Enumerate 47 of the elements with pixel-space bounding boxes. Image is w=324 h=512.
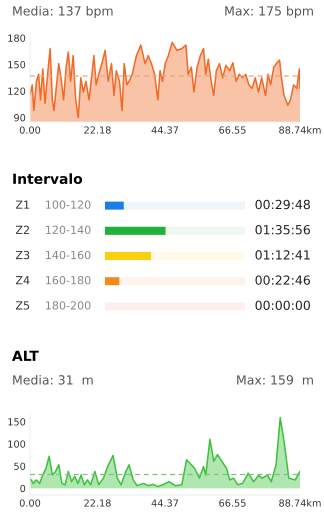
x-tick-label: 66.55 <box>219 126 246 134</box>
bar <box>105 202 124 210</box>
bar <box>124 202 245 210</box>
y-tick-label: Z4 <box>16 276 30 284</box>
y2-tick-label: 160-180 <box>46 276 90 284</box>
bar <box>166 226 245 235</box>
x-tick-label: 22.18 <box>84 499 111 507</box>
data-label: 00:22:46 <box>255 275 310 285</box>
x-tick-label: 44.37 <box>152 126 178 134</box>
bar <box>151 252 245 260</box>
y-tick-label: 100 <box>8 440 26 448</box>
y-tick-label: 150 <box>8 418 26 426</box>
y2-tick-label: 140-160 <box>46 250 90 260</box>
bar <box>105 226 166 235</box>
y-tick-label: Z5 <box>16 301 30 310</box>
chart-title: Intervalo <box>13 173 82 184</box>
text: Media: 31 m <box>13 374 93 385</box>
y-tick-label: Z3 <box>16 250 30 260</box>
x-tick-label: 22.18 <box>84 126 111 134</box>
y2-tick-label: 100-120 <box>46 200 90 209</box>
x-tick-label: 0.00 <box>20 126 40 134</box>
y-tick-label: Z2 <box>16 226 29 234</box>
y2-tick-label: 180-200 <box>46 301 90 310</box>
text: Max: 175 bpm <box>225 6 313 18</box>
data-label: 00:00:00 <box>255 300 310 310</box>
y-tick-label: 90 <box>14 114 26 122</box>
y-tick-label: 180 <box>8 34 26 42</box>
y-tick-label: 50 <box>14 462 26 470</box>
data-label: 01:12:41 <box>255 250 310 260</box>
data-label: 01:35:56 <box>255 224 310 234</box>
y-tick-label: 120 <box>8 88 26 95</box>
x-tick-label: 88.74km <box>279 126 321 134</box>
text: Media: 137 bpm <box>13 6 113 18</box>
x-tick-label: 88.74km <box>279 499 321 507</box>
y-tick-label: Z1 <box>16 200 30 209</box>
x-tick-label: 44.37 <box>152 499 178 507</box>
y-tick-label: 150 <box>8 61 26 68</box>
bar <box>119 277 245 286</box>
y-tick-label: 0 <box>20 484 26 492</box>
x-tick-label: 0.00 <box>20 499 40 507</box>
text: Max: 159 m <box>237 375 313 385</box>
chart-title: ALT <box>12 350 39 361</box>
bar <box>105 252 151 260</box>
x-tick-label: 66.55 <box>219 499 246 507</box>
data-label: 00:29:48 <box>255 200 310 210</box>
bar <box>105 277 120 286</box>
y2-tick-label: 120-140 <box>46 226 90 234</box>
